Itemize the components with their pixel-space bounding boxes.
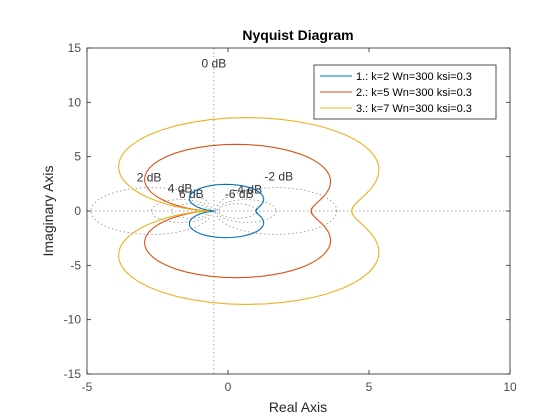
- db-grid-label: 4 dB: [168, 182, 193, 196]
- x-axis-label: Real Axis: [269, 399, 327, 415]
- y-tick-label: 5: [74, 150, 81, 164]
- chart-title: Nyquist Diagram: [242, 27, 353, 43]
- x-tick-label: 5: [366, 380, 373, 394]
- db-grid-label: 0 dB: [202, 57, 227, 71]
- x-tick-label: 10: [503, 380, 517, 394]
- x-tick-label: 0: [225, 380, 232, 394]
- y-tick-label: -5: [70, 258, 81, 272]
- db-grid-label: -2 dB: [264, 170, 293, 184]
- y-tick-label: -10: [64, 313, 82, 327]
- x-tick-label: -5: [82, 380, 93, 394]
- db-grid-label: -4 dB: [233, 183, 262, 197]
- series-3-curve-positive: [118, 117, 380, 212]
- legend-label: 3.: k=7 Wn=300 ksi=0.3: [356, 103, 472, 115]
- series-1-curve-positive: [188, 183, 265, 212]
- db-grid-circle: [215, 187, 338, 235]
- db-grid-label: 2 dB: [137, 171, 162, 185]
- legend-label: 1.: k=2 Wn=300 ksi=0.3: [356, 71, 472, 83]
- db-grid-label: -6 dB: [225, 187, 254, 201]
- y-tick-label: 10: [68, 95, 82, 109]
- y-tick-label: 15: [68, 41, 82, 55]
- y-axis-label: Imaginary Axis: [40, 165, 56, 256]
- y-tick-label: -15: [64, 367, 82, 381]
- y-tick-label: 0: [74, 204, 81, 218]
- db-grid-circle: [216, 199, 277, 223]
- legend: 1.: k=2 Wn=300 ksi=0.3 2.: k=5 Wn=300 ksi…: [313, 64, 497, 120]
- legend-label: 2.: k=5 Wn=300 ksi=0.3: [356, 87, 472, 99]
